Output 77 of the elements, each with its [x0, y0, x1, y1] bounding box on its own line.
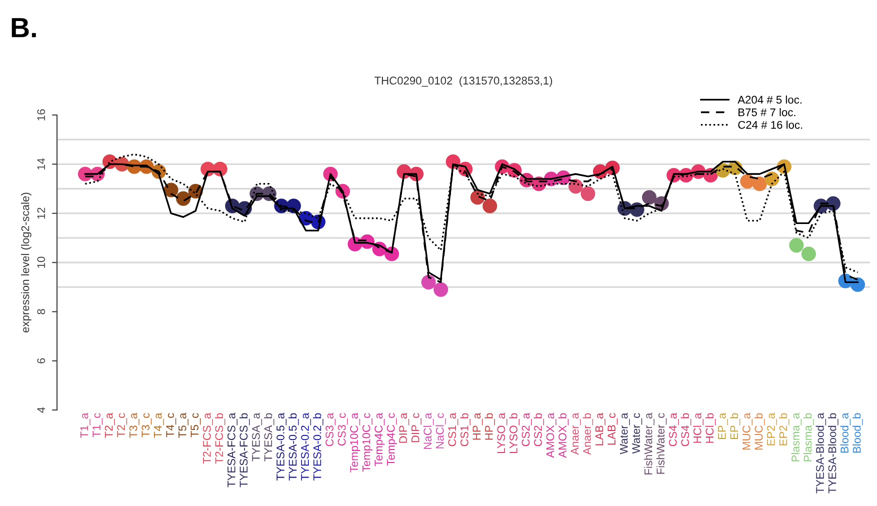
x-tick-label: TYESA-Blood_b: [828, 413, 838, 494]
x-tick-label: T4_c: [166, 413, 176, 438]
x-tick-label: TYESA-0.5_b: [288, 413, 299, 480]
x-tick-label: T2-FCS_b: [214, 413, 226, 464]
x-tick-label: Plasma_b: [804, 413, 814, 462]
x-tick-label: TYESA-0.2_a: [301, 412, 312, 480]
x-tick-label: Water_c: [632, 413, 642, 454]
legend-label: C24 # 16 loc.: [738, 120, 802, 129]
x-tick-label: T1_a: [80, 412, 90, 438]
x-tick-label: Temp4C_a: [374, 412, 385, 466]
x-tick-label: EP2_b: [778, 413, 790, 446]
x-tick-label: HP_b: [484, 413, 495, 440]
chart-title: THC0290_0102 (131570,132853,1): [374, 76, 552, 87]
x-tick-label: TYESA-0.5_a: [276, 412, 286, 480]
x-tick-label: LAB_a: [595, 412, 606, 446]
y-tick-label: 14: [37, 158, 45, 170]
text: B.: [12, 18, 36, 38]
legend-label: B75 # 7 loc.: [738, 108, 796, 116]
y-tick-label: 10: [37, 256, 46, 268]
x-tick-label: Anaer_b: [582, 413, 594, 455]
x-tick-label: AMOX_a: [546, 412, 556, 458]
x-tick-label: CS2_b: [534, 413, 544, 446]
x-tick-label: Temp4C_c: [386, 413, 397, 466]
x-tick-label: T1_c: [92, 413, 103, 438]
x-tick-label: HCl_a: [693, 412, 704, 443]
x-tick-label: Temp10C_c: [362, 413, 372, 472]
x-tick-label: LYSO_a: [497, 412, 508, 454]
x-tick-label: Water_a: [620, 412, 630, 454]
x-tick-label: CS4_b: [680, 413, 692, 446]
x-tick-label: TYESA-FCS_b: [239, 413, 250, 488]
x-tick-label: T5_a: [178, 412, 188, 438]
x-tick-label: AMOX_b: [558, 413, 569, 458]
x-tick-label: Anaer_a: [570, 412, 581, 455]
x-tick-label: HP_a: [472, 412, 483, 440]
x-tick-label: TYESA-Blood_a: [816, 412, 826, 494]
x-tick-label: CS1_a: [448, 412, 458, 446]
x-tick-label: FishWater_a: [644, 412, 654, 474]
x-tick-label: EP2_a: [767, 412, 777, 446]
y-tick-label: 4: [37, 407, 45, 413]
x-tick-label: Plasma_a: [791, 412, 802, 462]
x-tick-label: FishWater_c: [656, 413, 667, 474]
x-tick-label: HCl_b: [705, 413, 716, 443]
x-tick-label: LYSO_b: [509, 413, 520, 454]
x-tick-label: T2_c: [117, 413, 128, 438]
x-tick-label: TYESA_a: [252, 412, 262, 462]
x-tick-label: Blood_a: [840, 412, 851, 453]
x-tick-label: Temp10C_a: [350, 412, 360, 472]
x-tick-label: T3_a: [129, 412, 140, 438]
x-tick-label: EP_b: [730, 413, 740, 440]
x-tick-label: MUC_b: [754, 413, 765, 450]
y-tick-label: 12: [37, 208, 45, 219]
x-tick-label: CS3_a: [326, 412, 336, 446]
x-tick-label: T2_a: [104, 412, 115, 438]
x-tick-label: DIP_c: [412, 413, 422, 442]
x-tick-label: LAB_c: [608, 413, 618, 445]
y-tick-label: 16: [37, 109, 46, 120]
x-tick-label: TYESA-FCS_a: [227, 412, 238, 488]
x-tick-label: Blood_b: [852, 413, 863, 453]
x-tick-label: CS3_c: [338, 413, 348, 446]
x-tick-label: CS4_a: [668, 412, 679, 446]
x-tick-label: T5_c: [190, 413, 201, 438]
x-tick-label: T2-FCS_a: [202, 412, 213, 464]
y-axis-title: expression level (log2-scale): [21, 192, 32, 332]
x-tick-label: DIP_a: [399, 412, 410, 443]
x-tick-label: CS1_b: [460, 413, 470, 446]
x-tick-label: NaCl_c: [436, 413, 446, 448]
x-tick-label: EP_a: [718, 412, 728, 440]
y-tick-label: 6: [37, 358, 46, 364]
x-tick-label: NaCl_a: [423, 412, 434, 449]
x-tick-label: MUC_a: [742, 412, 752, 450]
legend-label: A204 # 5 loc.: [738, 96, 802, 104]
y-tick-label: 8: [37, 309, 46, 314]
x-tick-label: CS2_a: [522, 412, 532, 446]
x-tick-label: TYESA_b: [264, 413, 274, 462]
x-tick-label: T4_a: [154, 412, 164, 438]
x-tick-label: TYESA-0.2_b: [313, 413, 324, 480]
x-tick-label: T3_c: [142, 413, 152, 438]
